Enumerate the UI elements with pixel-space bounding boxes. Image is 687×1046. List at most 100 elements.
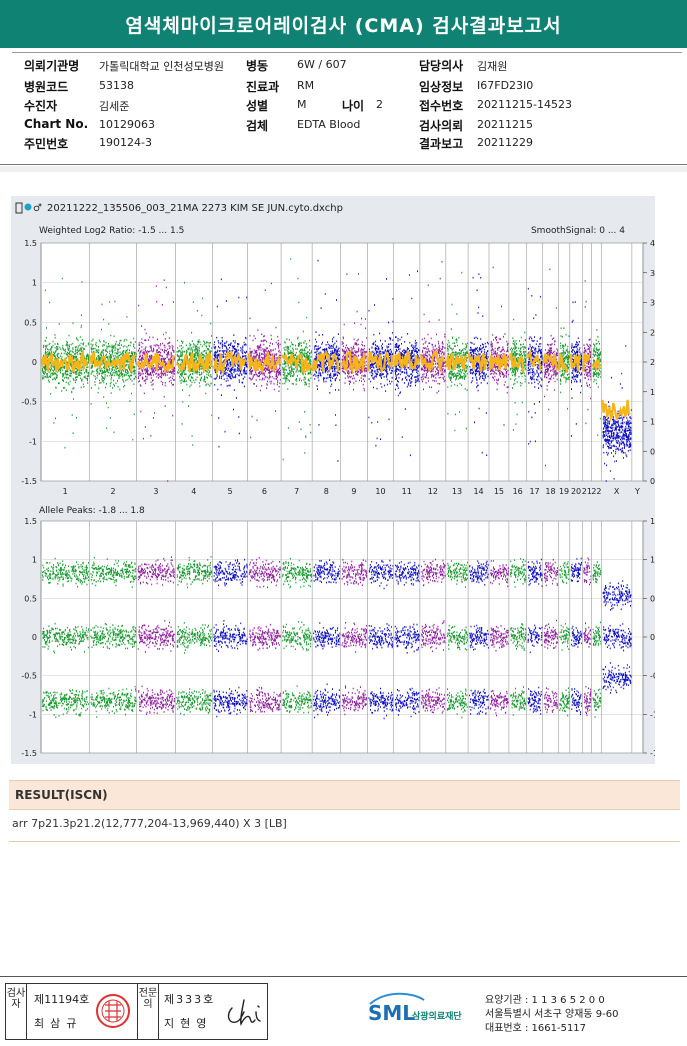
footer-rule <box>0 976 687 977</box>
chromosome-label-17: 17 <box>529 487 539 496</box>
chromosome-22-smooth-signal <box>591 359 601 372</box>
chromosome-label-16: 16 <box>513 487 523 496</box>
chromosome-3-points <box>137 556 176 715</box>
chromosome-12-points <box>421 558 446 714</box>
result-header: RESULT(ISCN) <box>9 780 680 810</box>
left-tick-label: 0 <box>32 633 37 642</box>
right-tick-label: 3.5 <box>650 269 655 278</box>
chromosome-label-13: 13 <box>452 487 462 496</box>
footer-address: 서울특별시 서초구 양재동 9-60 <box>485 1009 619 1020</box>
value-chart-no: 10129063 <box>99 118 155 131</box>
label-patient-name: 수진자 <box>24 99 58 113</box>
chromosome-1-points <box>42 557 90 719</box>
left-tick-label: -1 <box>29 437 37 446</box>
cma-genome-plot: 1.510.50-0.5-1-1.543.532.521.510.5012345… <box>15 202 655 758</box>
chromosome-9-smooth-signal <box>340 349 367 374</box>
left-tick-label: -1.5 <box>21 749 37 758</box>
label-ward: 병동 <box>246 59 269 73</box>
chromosome-label-18: 18 <box>545 487 555 496</box>
label-clinical-info: 임상정보 <box>419 80 464 94</box>
chromosome-5-points <box>213 558 248 718</box>
value-ward: 6W / 607 <box>297 58 347 71</box>
chromosome-label-7: 7 <box>294 487 299 496</box>
value-sex: M <box>297 98 307 111</box>
right-tick-label: 1.5 <box>650 388 655 397</box>
chromosome-label-9: 9 <box>351 487 356 496</box>
label-receipt-number: 접수번호 <box>419 99 464 113</box>
chromosome-16-points <box>510 558 527 716</box>
label-sex: 성별 <box>246 99 269 113</box>
chromosome-19-smooth-signal <box>558 353 569 374</box>
right-tick-label: 1 <box>650 418 655 427</box>
left-tick-label: 1 <box>32 556 37 565</box>
sml-logo: SML 삼광의료재단 <box>366 990 476 1030</box>
chromosome-18-smooth-signal <box>542 353 558 371</box>
info-bottom-rule <box>0 164 687 165</box>
male-symbol-icon: ♂ <box>33 203 42 214</box>
label-hospital-code: 병원코드 <box>24 80 69 94</box>
chromosome-label-21: 21 <box>582 487 592 496</box>
left-tick-label: -0.5 <box>21 398 37 407</box>
value-age: 2 <box>376 98 383 111</box>
value-specimen: EDTA Blood <box>297 118 361 131</box>
sml-logo-text: SML <box>368 1001 415 1025</box>
left-tick-label: 0 <box>32 358 37 367</box>
right-tick-label: 2.5 <box>650 328 655 337</box>
chromosome-20-points <box>570 557 583 716</box>
chromosome-20-smooth-signal <box>569 353 582 372</box>
chromosome-label-15: 15 <box>494 487 504 496</box>
chromosome-6-smooth-signal <box>247 352 281 375</box>
chromosome-11-smooth-signal <box>393 350 420 371</box>
left-tick-label: -1.5 <box>21 477 37 486</box>
chromosome-label-6: 6 <box>262 487 267 496</box>
bottom-panel-label: Allele Peaks: -1.8 ... 1.8 <box>39 506 145 516</box>
right-tick-label: 3 <box>650 299 655 308</box>
top-panel-right-label: SmoothSignal: 0 ... 4 <box>531 226 625 236</box>
label-chart-no: Chart No. <box>24 117 89 131</box>
left-tick-label: 0.5 <box>24 594 37 603</box>
chromosome-label-3: 3 <box>153 487 158 496</box>
value-department: RM <box>297 79 315 92</box>
chromosome-9-points <box>341 559 368 716</box>
chromosome-15-smooth-signal <box>488 352 508 371</box>
chromosome-X-points <box>602 345 632 482</box>
inspector-seal-stamp <box>96 994 130 1028</box>
sml-logo-mark: SML 삼광의료재단 <box>368 992 462 1025</box>
value-test-request-date: 20211215 <box>477 118 533 131</box>
chromosome-15-points <box>490 560 509 717</box>
chromosome-label-8: 8 <box>324 487 329 496</box>
chromosome-label-Y: Y <box>634 487 640 496</box>
chromosome-18-points <box>543 559 559 713</box>
right-tick-label: 1 <box>650 556 655 565</box>
right-tick-label: -1 <box>650 710 655 719</box>
right-tick-label: 2 <box>650 358 655 367</box>
chromosome-label-10: 10 <box>375 487 385 496</box>
plot-file-name: 20211222_135506_003_21MA 2273 KIM SE JUN… <box>47 203 343 214</box>
chromosome-22-points <box>592 561 602 718</box>
chromosome-label-5: 5 <box>228 487 233 496</box>
right-tick-label: -0.5 <box>650 672 655 681</box>
left-tick-label: 0.5 <box>24 318 37 327</box>
chromosome-label-2: 2 <box>110 487 115 496</box>
label-age: 나이 <box>342 99 365 113</box>
log2-ratio-panel: 1.510.50-0.5-1-1.543.532.521.510.5012345… <box>21 239 655 496</box>
chromosome-label-22: 22 <box>591 487 601 496</box>
chromosome-4-smooth-signal <box>176 352 213 374</box>
info-bottom-shade <box>0 166 687 172</box>
value-resident-number: 190124-3 <box>99 136 152 149</box>
allele-peaks-panel: 1.5 1 0.5 0 -0.5 -1 -1.5 1.5 1 0.5 0 -0.5 -1 -1.5 <box>21 517 655 758</box>
chromosome-6-points <box>248 557 282 713</box>
label-result-report-date: 결과보고 <box>419 137 464 151</box>
right-tick-label: 0 <box>650 477 655 486</box>
value-doctor: 김재원 <box>477 60 508 73</box>
chromosome-label-12: 12 <box>428 487 438 496</box>
chromosome-1-smooth-signal <box>40 348 89 373</box>
label-specimen: 검체 <box>246 119 269 133</box>
chromosome-10-points <box>368 559 394 720</box>
chromosome-X-smooth-signal <box>601 399 631 422</box>
chromosome-label-X: X <box>614 487 620 496</box>
chromosome-12-smooth-signal <box>419 349 445 371</box>
inspector-label-cell: 검사자 <box>6 984 27 1039</box>
label-requesting-institution: 의뢰기관명 <box>24 59 80 73</box>
value-receipt-number: 20211215-14523 <box>477 98 572 111</box>
